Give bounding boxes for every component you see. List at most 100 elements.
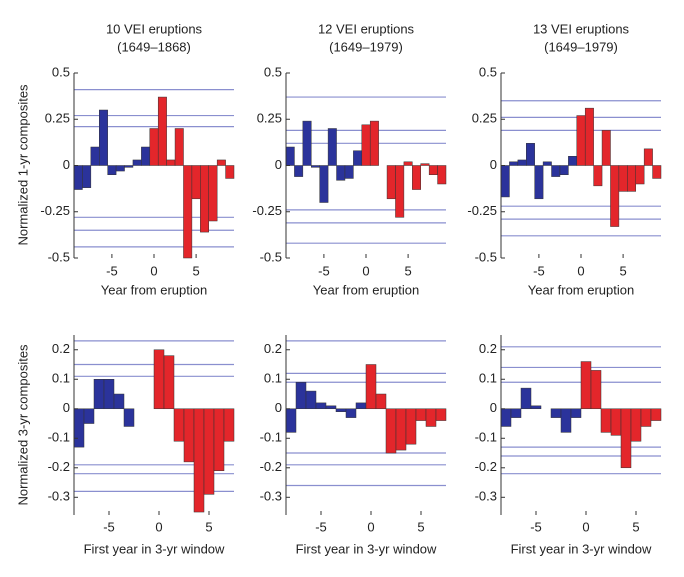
bar — [559, 165, 569, 175]
bar — [345, 408, 357, 418]
x-axis-label: Year from eruption — [528, 282, 634, 297]
y-tick-label: 0.25 — [257, 111, 282, 126]
y-tick-label: -0.1 — [260, 430, 282, 445]
bar — [327, 128, 337, 166]
y-tick-label: 0.1 — [264, 371, 282, 386]
bar — [153, 349, 165, 410]
panel-title: 10 VEI eruptions — [106, 21, 203, 36]
bar — [395, 165, 405, 218]
x-tick-label: -5 — [530, 519, 542, 534]
bar — [335, 408, 347, 412]
bar — [652, 165, 662, 179]
bar — [305, 390, 317, 410]
x-tick-label: 5 — [632, 519, 639, 534]
y-tick-label: 0.1 — [479, 371, 497, 386]
bar — [500, 408, 512, 427]
bar — [500, 165, 510, 198]
bar — [173, 408, 185, 442]
y-tick-label: 0 — [63, 400, 70, 415]
bar — [355, 402, 367, 410]
bar — [132, 159, 142, 166]
bar — [509, 161, 519, 166]
panel-title: 12 VEI eruptions — [318, 21, 415, 36]
bar — [83, 408, 95, 424]
bar — [412, 165, 421, 190]
bar — [216, 159, 226, 166]
bar — [570, 408, 582, 418]
bar — [635, 165, 645, 185]
bar — [90, 146, 100, 166]
y-tick-label: 0 — [490, 157, 497, 172]
bar — [560, 408, 572, 433]
bar — [319, 165, 329, 203]
y-tick-label: 0 — [275, 157, 282, 172]
bar — [386, 165, 396, 200]
bar — [302, 120, 312, 166]
bar — [183, 408, 195, 463]
bar — [141, 146, 151, 166]
bar — [526, 143, 535, 166]
bar — [534, 165, 544, 200]
bar — [643, 148, 653, 166]
y-tick-label: 0.2 — [479, 341, 497, 356]
bar — [107, 165, 117, 175]
y-tick-label: -0.25 — [252, 203, 282, 218]
bar — [610, 408, 622, 436]
y-tick-label: -0.5 — [48, 249, 70, 264]
bar — [325, 405, 337, 410]
x-axis-label: First year in 3-yr window — [296, 541, 437, 556]
bar — [163, 355, 175, 410]
bar — [375, 393, 387, 410]
x-tick-label: 0 — [362, 263, 369, 278]
bar — [166, 159, 176, 166]
bar — [353, 150, 363, 166]
bar — [365, 364, 377, 410]
panel-subtitle: (1649–1979) — [544, 39, 618, 54]
bar — [115, 165, 125, 172]
bar — [295, 381, 307, 410]
bar — [600, 408, 612, 433]
x-tick-label: 5 — [619, 263, 626, 278]
y-tick-label: -0.25 — [467, 203, 497, 218]
x-tick-label: 0 — [367, 519, 374, 534]
y-tick-label: -0.5 — [475, 249, 497, 264]
y-tick-label: 0 — [63, 157, 70, 172]
y-tick-label: 0 — [275, 400, 282, 415]
bar — [315, 402, 327, 410]
y-tick-label: -0.2 — [48, 459, 70, 474]
bar — [618, 165, 628, 192]
y-tick-label: 0.1 — [52, 371, 70, 386]
x-tick-label: 0 — [150, 263, 157, 278]
x-tick-label: -5 — [318, 263, 330, 278]
bar — [425, 408, 437, 427]
bar — [640, 408, 652, 427]
bar — [73, 165, 83, 190]
x-axis-label: First year in 3-yr window — [511, 541, 652, 556]
y-axis-label: Normalized 1-yr composites — [15, 84, 30, 246]
bar — [191, 165, 201, 200]
bar — [420, 163, 430, 166]
bar — [369, 120, 379, 166]
y-tick-label: 0 — [490, 400, 497, 415]
y-tick-label: 0.25 — [45, 111, 70, 126]
bar — [415, 408, 427, 421]
bar — [650, 408, 662, 421]
bar — [149, 128, 159, 166]
bar — [435, 408, 447, 421]
bar — [542, 161, 552, 166]
bar — [223, 408, 235, 442]
bar — [82, 165, 92, 188]
y-tick-label: 0.5 — [52, 64, 70, 79]
bar — [395, 408, 407, 451]
y-tick-label: -0.5 — [260, 249, 282, 264]
y-tick-label: -0.1 — [48, 430, 70, 445]
bar — [590, 370, 602, 410]
bar — [517, 159, 527, 166]
bar — [99, 109, 108, 166]
bar — [620, 408, 632, 469]
bar — [584, 107, 594, 166]
x-tick-label: -5 — [106, 263, 118, 278]
bar — [530, 405, 542, 410]
panel-title: 13 VEI eruptions — [533, 21, 630, 36]
